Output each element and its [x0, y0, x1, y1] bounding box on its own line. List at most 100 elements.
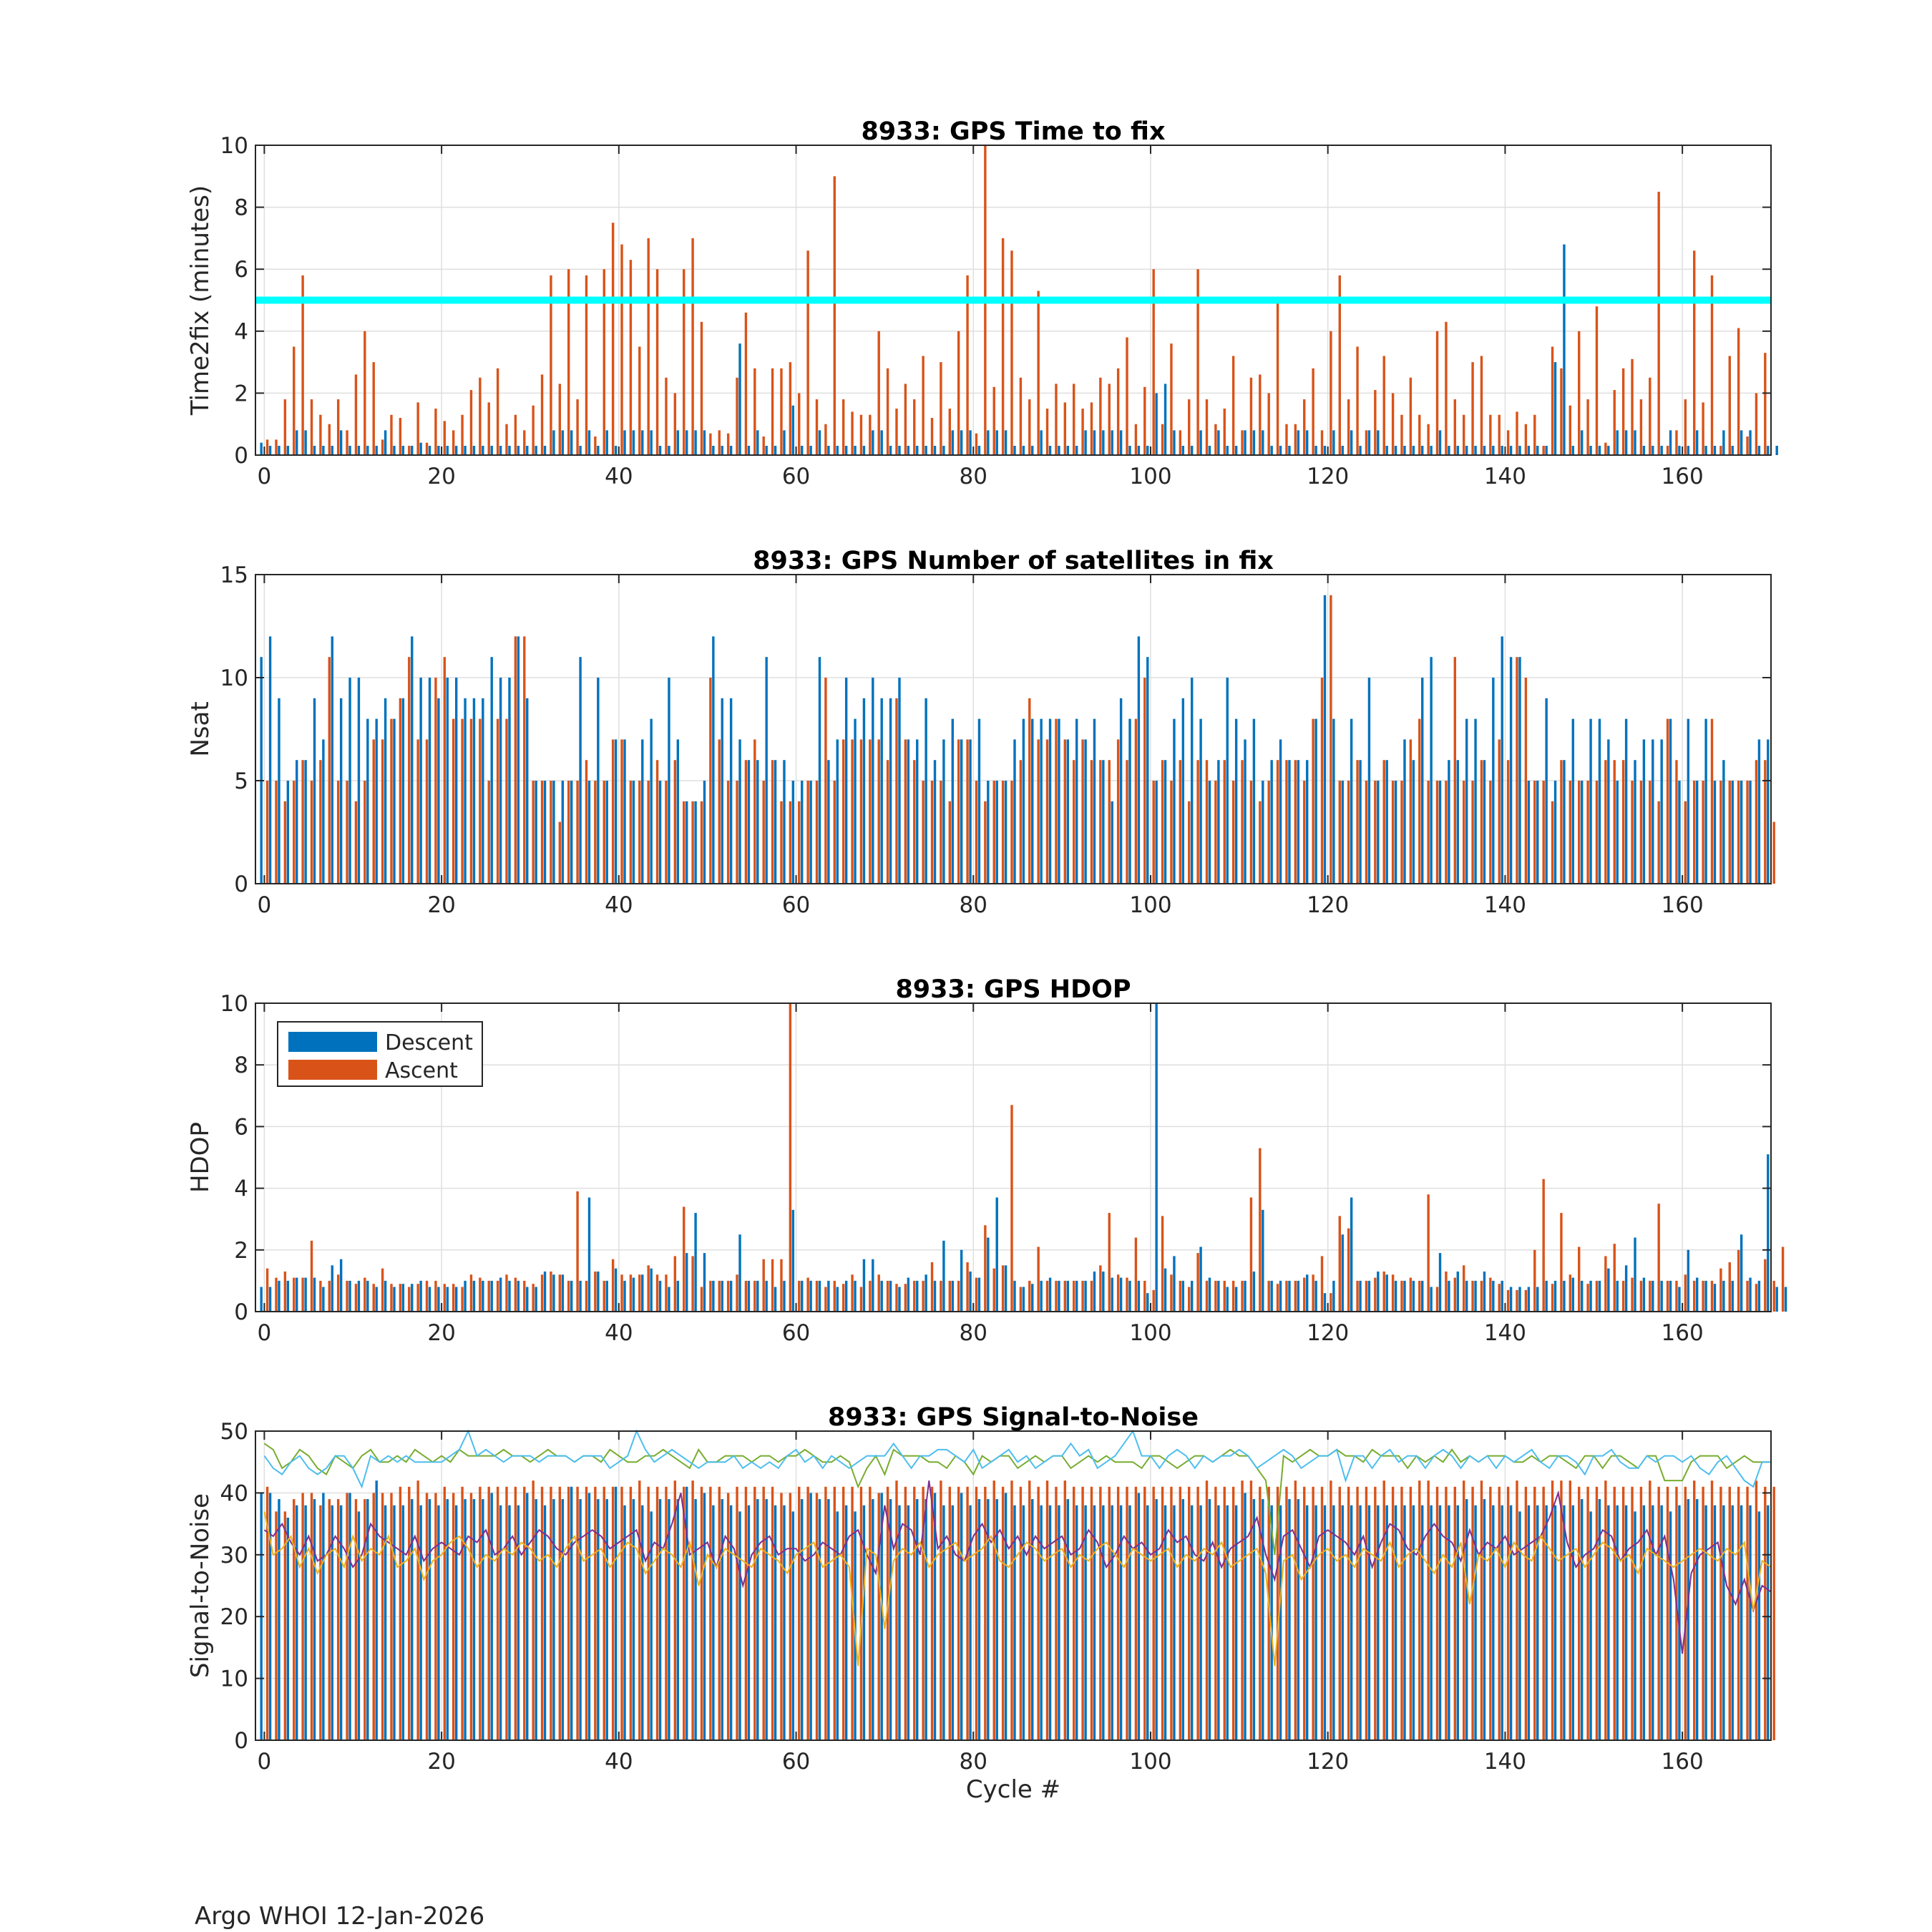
descent-bar	[1448, 1505, 1450, 1740]
descent-bar	[1217, 760, 1220, 884]
descent-bar	[570, 1280, 573, 1312]
x-tick-label: 120	[1307, 1749, 1349, 1775]
ascent-bar	[647, 1265, 650, 1312]
ascent-bar	[1578, 331, 1581, 455]
descent-bar	[738, 343, 741, 455]
descent-bar	[801, 446, 804, 455]
ascent-bar	[443, 1284, 447, 1312]
ascent-bar	[381, 1493, 384, 1740]
descent-bar	[482, 446, 484, 455]
ascent-bar	[496, 1486, 499, 1740]
ascent-bar	[1435, 331, 1439, 455]
descent-bar	[995, 1197, 998, 1312]
ascent-bar	[877, 1493, 880, 1740]
descent-bar	[1589, 1280, 1592, 1312]
ascent-bar	[1506, 760, 1510, 884]
ascent-bar	[1267, 393, 1270, 455]
descent-bar	[1536, 446, 1539, 455]
x-tick-label: 40	[605, 892, 633, 918]
descent-bar	[650, 1268, 653, 1312]
ascent-bar	[328, 424, 331, 455]
descent-bar	[827, 760, 830, 884]
ascent-bar	[992, 781, 995, 884]
ascent-bar	[718, 1280, 721, 1312]
descent-bar	[296, 1505, 298, 1740]
descent-bar	[818, 1499, 821, 1740]
ascent-bar	[1560, 368, 1563, 455]
descent-bar	[1359, 1505, 1362, 1740]
descent-bar	[1367, 678, 1371, 884]
descent-bar	[729, 446, 733, 455]
descent-bar	[1553, 1505, 1557, 1740]
descent-bar	[1181, 698, 1185, 884]
ascent-bar	[283, 1511, 287, 1740]
ascent-bar	[372, 1284, 375, 1312]
ascent-bar	[798, 801, 801, 884]
descent-bar	[384, 1280, 387, 1312]
ascent-bar	[1259, 1486, 1262, 1740]
descent-bar	[1181, 446, 1185, 455]
ascent-bar	[1480, 1280, 1483, 1312]
descent-bar	[1412, 446, 1415, 455]
descent-bar	[1022, 1287, 1025, 1312]
descent-bar	[446, 678, 449, 884]
ascent-bar	[913, 1486, 916, 1740]
descent-bar	[561, 781, 565, 884]
descent-bar	[1155, 1003, 1158, 1312]
descent-bar	[801, 1499, 804, 1740]
x-tick-label: 80	[960, 1320, 987, 1346]
x-tick-label: 100	[1129, 1320, 1171, 1346]
ascent-bar	[966, 1262, 969, 1312]
ascent-bar	[496, 1280, 499, 1312]
descent-bar	[1456, 760, 1459, 884]
descent-bar	[623, 430, 626, 455]
ascent-bar	[869, 1280, 872, 1312]
ascent-bar	[1462, 1480, 1465, 1740]
ascent-bar	[487, 1280, 490, 1312]
descent-bar	[1181, 1499, 1185, 1740]
descent-bar	[579, 657, 582, 884]
descent-bar	[907, 1277, 910, 1312]
descent-bar	[1217, 1280, 1220, 1312]
ascent-bar	[957, 739, 960, 884]
descent-bar	[339, 1259, 343, 1312]
descent-bar	[570, 430, 573, 455]
descent-bar	[658, 446, 662, 455]
ascent-bar	[576, 399, 579, 455]
ascent-bar	[1551, 346, 1554, 455]
descent-bar	[1669, 1280, 1672, 1312]
descent-bar	[1696, 1499, 1699, 1740]
ascent-bar	[310, 399, 313, 455]
descent-bar	[1119, 1505, 1123, 1740]
descent-bar	[1696, 1277, 1699, 1312]
ascent-bar	[1037, 291, 1040, 455]
ascent-bar	[718, 739, 721, 884]
ascent-bar	[1684, 1274, 1687, 1312]
ascent-bar	[585, 275, 588, 455]
descent-bar	[995, 430, 998, 455]
ascent-bar	[1214, 424, 1217, 455]
ascent-bar	[1498, 1284, 1501, 1312]
ascent-bar	[638, 346, 641, 455]
ascent-bar	[390, 718, 393, 884]
ascent-bar	[655, 760, 659, 884]
ascent-bar	[655, 269, 659, 455]
legend-descent-label: Descent	[385, 1030, 473, 1055]
ascent-bar	[594, 1486, 597, 1740]
ascent-bar	[913, 399, 916, 455]
descent-bar	[1394, 781, 1397, 884]
y-tick-label: 4	[234, 319, 248, 345]
plot-area	[255, 1003, 1771, 1312]
descent-bar	[543, 1271, 547, 1312]
descent-bar	[1137, 1493, 1141, 1740]
ascent-bar	[346, 781, 348, 884]
descent-bar	[783, 1505, 786, 1740]
ascent-bar	[957, 1486, 960, 1740]
ascent-bar	[1010, 1480, 1013, 1740]
ascent-bar	[1586, 781, 1589, 884]
descent-bar	[357, 1280, 361, 1312]
descent-bar	[977, 718, 981, 884]
descent-bar	[446, 1287, 449, 1312]
ascent-bar	[1764, 1259, 1767, 1312]
ascent-bar	[487, 1486, 490, 1740]
